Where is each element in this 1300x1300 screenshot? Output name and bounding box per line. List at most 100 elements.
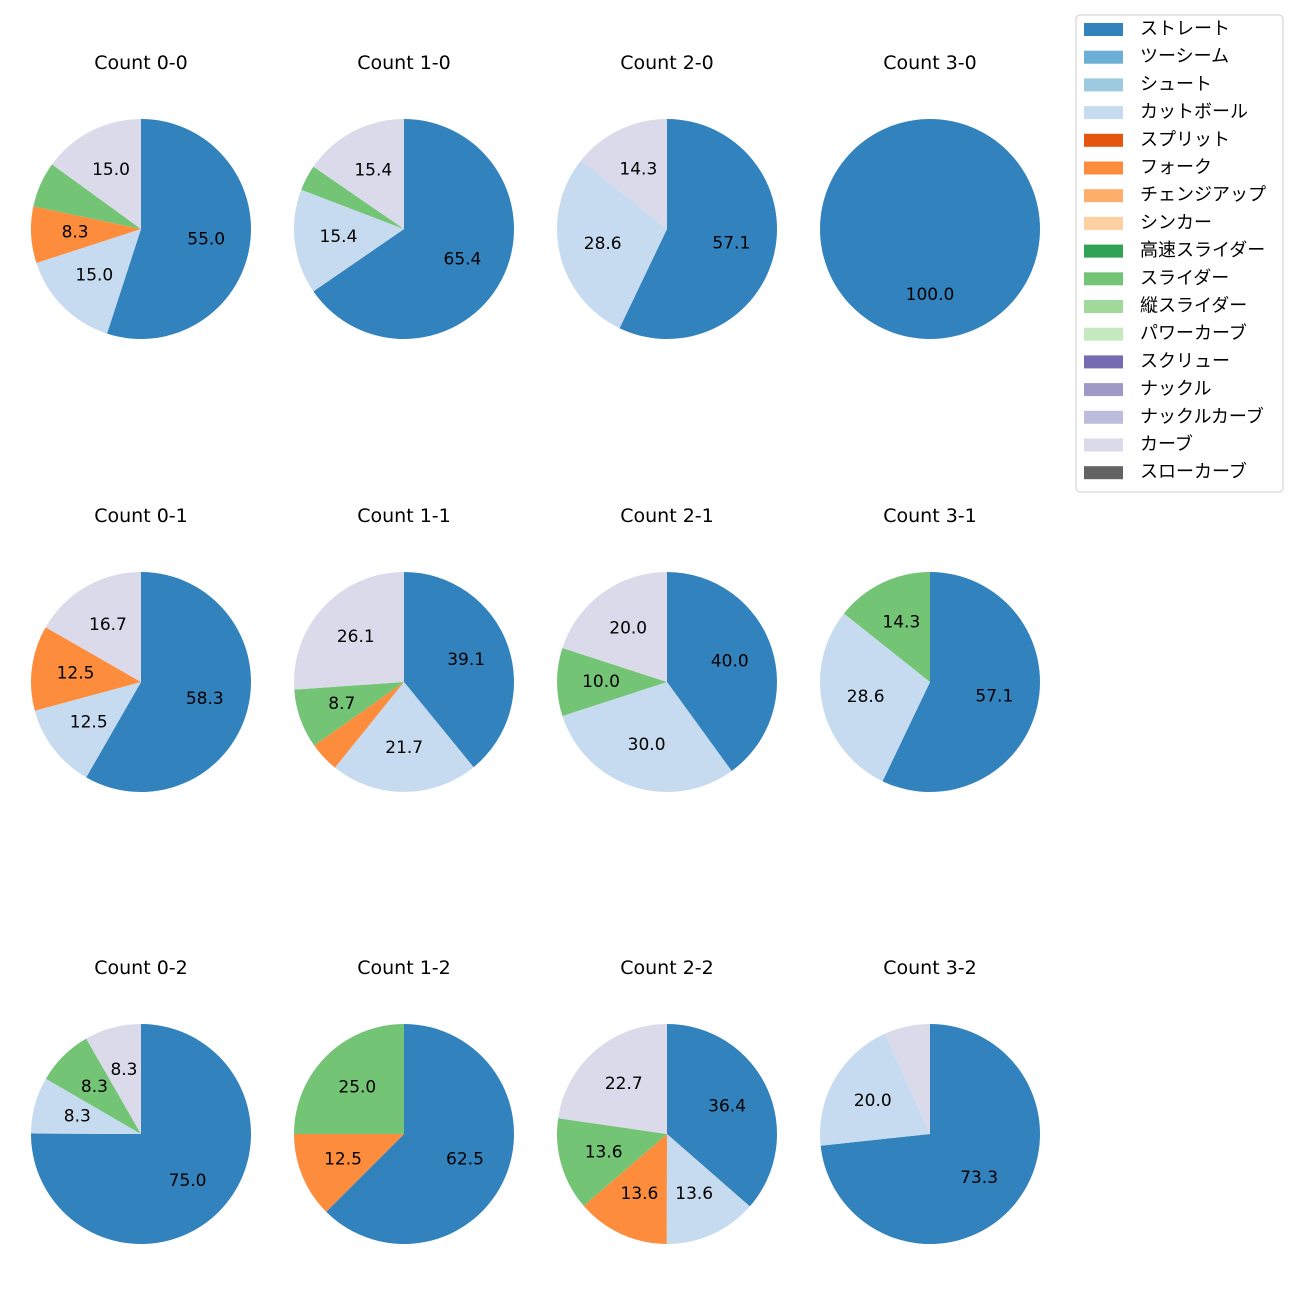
slice-label: 73.3 bbox=[960, 1168, 998, 1188]
legend-swatch bbox=[1084, 466, 1123, 480]
pie-title: Count 0-2 bbox=[94, 957, 188, 979]
slice-label: 28.6 bbox=[847, 687, 885, 707]
slice-label: 39.1 bbox=[447, 650, 485, 670]
pie-slice bbox=[562, 682, 732, 793]
pie-slice bbox=[619, 119, 778, 339]
pie-slice bbox=[45, 1038, 141, 1134]
slice-label: 55.0 bbox=[187, 229, 225, 249]
slice-label: 57.1 bbox=[712, 234, 750, 254]
pie-8: Count 3-1 57.1 28.6 14.3 bbox=[820, 505, 1041, 792]
slice-label: 15.4 bbox=[320, 227, 358, 247]
legend-label: スクリュー bbox=[1140, 351, 1230, 372]
pie-slice bbox=[86, 1024, 141, 1134]
legend-item: シュート bbox=[1084, 74, 1212, 95]
legend-item: スプリット bbox=[1084, 129, 1230, 150]
legend-label: スライダー bbox=[1140, 268, 1229, 289]
pie-title: Count 1-0 bbox=[357, 52, 451, 74]
pie-slice bbox=[107, 119, 251, 339]
slice-label: 15.0 bbox=[92, 160, 130, 180]
legend-item: パワーカーブ bbox=[1084, 322, 1247, 344]
slice-label: 22.7 bbox=[605, 1074, 643, 1094]
legend-swatch bbox=[1084, 272, 1123, 286]
slice-label: 20.0 bbox=[609, 619, 647, 639]
pie-12: Count 3-2 73.3 20.0 bbox=[820, 957, 1041, 1245]
legend-label: チェンジアップ bbox=[1140, 185, 1266, 206]
slice-label: 40.0 bbox=[711, 652, 749, 672]
legend-label: ナックル bbox=[1140, 379, 1211, 400]
pie-9: Count 0-275.08.38.38.3 bbox=[30, 957, 251, 1244]
legend: ストレートツーシームシュートカットボールスプリットフォークチェンジアップシンカー… bbox=[1075, 14, 1284, 493]
legend-item: スクリュー bbox=[1084, 351, 1230, 372]
pie-slice bbox=[31, 206, 142, 263]
pie-11: Count 2-2 36.4 13.6 13.6 13.6 22.7 bbox=[556, 957, 777, 1245]
legend-label: 縦スライダー bbox=[1140, 296, 1247, 317]
slice-label: 100.0 bbox=[906, 285, 955, 305]
pie-slice bbox=[882, 571, 1041, 792]
legend-label: シュート bbox=[1140, 74, 1212, 95]
pie-slice bbox=[666, 1134, 750, 1245]
legend-item: ナックルカーブ bbox=[1084, 405, 1264, 427]
pie-2: Count 1-0 65.4 15.4 15.4 bbox=[293, 52, 514, 339]
legend-label: ストレート bbox=[1140, 19, 1230, 40]
slice-label: 12.5 bbox=[70, 712, 108, 732]
slice-label: 8.7 bbox=[328, 694, 355, 714]
pie-title: Count 3-0 bbox=[883, 52, 977, 74]
legend-label: パワーカーブ bbox=[1140, 322, 1247, 344]
pie-slice bbox=[86, 572, 251, 792]
slice-label: 13.6 bbox=[621, 1184, 659, 1204]
slice-label: 20.0 bbox=[854, 1091, 892, 1111]
slice-label: 25.0 bbox=[338, 1077, 376, 1097]
legend-label: 高速スライダー bbox=[1140, 240, 1265, 261]
pie-slice bbox=[583, 1134, 667, 1244]
slice-label: 36.4 bbox=[708, 1097, 746, 1117]
pie-slice bbox=[820, 1033, 930, 1146]
legend-swatch bbox=[1084, 23, 1123, 36]
slice-label: 30.0 bbox=[628, 735, 666, 755]
slice-label: 26.1 bbox=[337, 627, 375, 647]
legend-swatch bbox=[1084, 78, 1123, 92]
pie-slice bbox=[314, 682, 404, 768]
pie-slice bbox=[33, 164, 141, 229]
slice-label: 13.6 bbox=[585, 1143, 623, 1163]
pie-slice bbox=[313, 119, 514, 339]
legend-swatch bbox=[1084, 244, 1123, 258]
legend-swatch bbox=[1084, 438, 1123, 452]
slice-label: 65.4 bbox=[444, 250, 482, 270]
legend-item: ストレート bbox=[1084, 19, 1230, 40]
slice-label: 12.5 bbox=[57, 664, 95, 684]
pie-title: Count 3-2 bbox=[883, 957, 977, 979]
pie-slice bbox=[293, 572, 404, 690]
pie-title: Count 3-1 bbox=[883, 505, 977, 527]
pie-slice bbox=[294, 1134, 404, 1212]
legend-swatch bbox=[1084, 50, 1123, 64]
pie-slice bbox=[885, 1024, 930, 1134]
legend-label: ナックルカーブ bbox=[1140, 405, 1264, 427]
pie-slice bbox=[820, 613, 930, 782]
slice-label: 14.3 bbox=[619, 160, 657, 180]
pie-slice bbox=[820, 119, 1040, 339]
slice-label: 8.3 bbox=[64, 1107, 91, 1127]
legend-item: チェンジアップ bbox=[1084, 185, 1266, 206]
pie-slice bbox=[667, 1024, 777, 1207]
pie-3: Count 2-0 57.1 28.6 14.3 bbox=[557, 52, 778, 339]
legend-swatch bbox=[1084, 327, 1123, 341]
pie-slice bbox=[404, 572, 515, 768]
slice-label: 14.3 bbox=[882, 613, 920, 633]
pie-slice bbox=[820, 1024, 1041, 1245]
legend-label: フォーク bbox=[1140, 157, 1212, 178]
legend-label: シンカー bbox=[1140, 212, 1212, 233]
slice-label: 8.3 bbox=[110, 1060, 137, 1080]
legend-swatch bbox=[1084, 161, 1123, 175]
pie-5: Count 0-1 58.3 12.5 12.5 16.7 bbox=[31, 505, 251, 792]
pie-slice bbox=[580, 118, 667, 229]
pie-title: Count 0-0 bbox=[94, 52, 188, 74]
legend-swatch bbox=[1084, 383, 1123, 397]
slice-label: 15.4 bbox=[354, 161, 392, 181]
pie-slice bbox=[34, 682, 142, 778]
pie-slice bbox=[326, 1024, 515, 1244]
legend-label: ツーシーム bbox=[1140, 46, 1229, 67]
legend-swatch bbox=[1084, 216, 1123, 230]
pie-charts: Count 0-0 55.0 15.0 8.3 15.0 Count 1-0 65.4 15.… bbox=[30, 52, 1041, 1245]
legend-label: スプリット bbox=[1140, 129, 1230, 150]
legend-item: カーブ bbox=[1084, 433, 1193, 455]
